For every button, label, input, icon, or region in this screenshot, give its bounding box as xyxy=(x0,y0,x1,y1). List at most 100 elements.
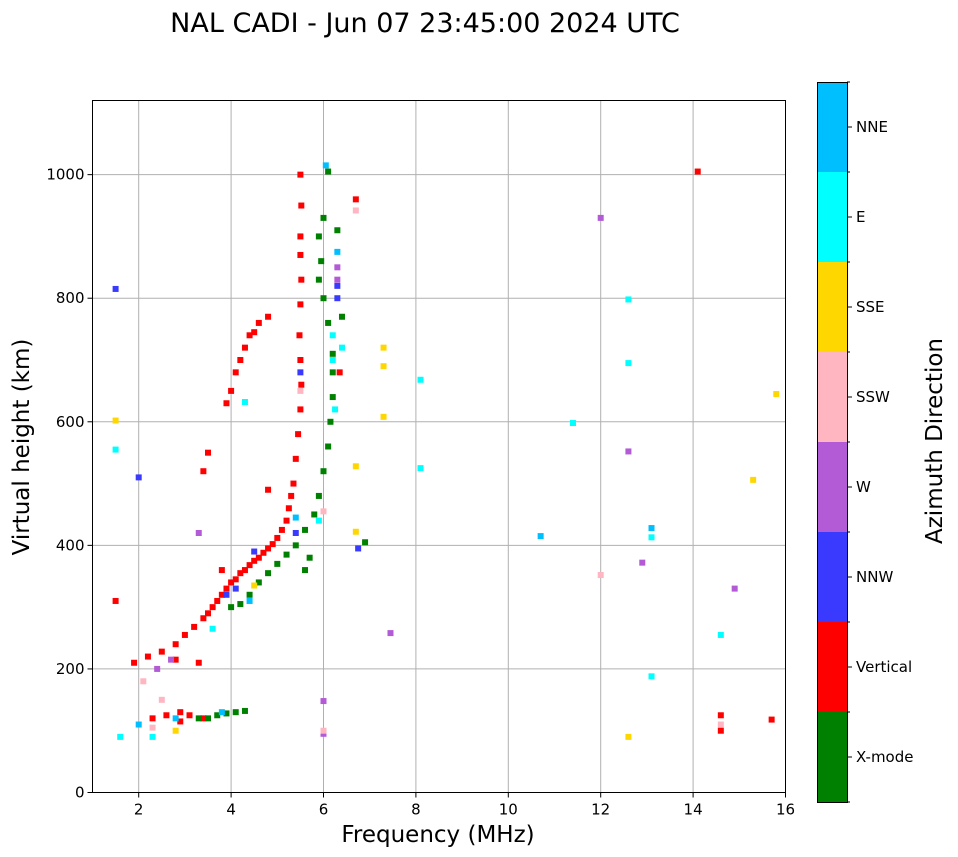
data-point-vertical xyxy=(163,712,170,719)
data-point-x-mode xyxy=(205,715,211,722)
data-point-x-mode xyxy=(292,542,299,549)
data-point-vertical xyxy=(274,534,281,541)
data-point-x-mode xyxy=(228,604,235,611)
data-point-w xyxy=(625,448,632,455)
data-point-vertical xyxy=(260,549,267,556)
data-point-vertical xyxy=(297,171,304,178)
colorbar-segment xyxy=(817,352,847,442)
data-point-e xyxy=(117,733,124,740)
data-points xyxy=(112,162,780,740)
colorbar-segment xyxy=(817,442,847,532)
data-point-ssw xyxy=(352,207,359,214)
y-tick-label: 600 xyxy=(56,413,85,431)
data-point-sse xyxy=(380,413,387,420)
colorbar-label-e: E xyxy=(856,208,865,226)
x-tick-label: 4 xyxy=(226,801,236,819)
data-point-vertical xyxy=(241,344,248,351)
data-point-ssw xyxy=(320,508,327,515)
data-point-vertical xyxy=(228,579,235,586)
data-point-nnw xyxy=(297,369,304,376)
data-point-vertical xyxy=(172,641,179,648)
data-point-vertical xyxy=(149,715,156,722)
data-point-w xyxy=(154,665,161,672)
chart-title: NAL CADI - Jun 07 23:45:00 2024 UTC xyxy=(170,8,680,39)
data-point-w xyxy=(320,730,327,737)
data-point-ssw xyxy=(140,678,147,685)
data-point-vertical xyxy=(200,468,207,475)
data-point-vertical xyxy=(255,319,262,326)
data-point-nne xyxy=(172,715,179,722)
data-point-e xyxy=(338,344,345,351)
x-tick-label: 8 xyxy=(411,801,421,819)
data-point-e xyxy=(149,733,156,740)
y-tick-label: 200 xyxy=(56,660,85,678)
data-point-nne xyxy=(537,533,544,540)
data-point-vertical xyxy=(131,659,138,666)
data-point-w xyxy=(731,585,738,592)
data-point-x-mode xyxy=(315,492,322,499)
data-point-vertical xyxy=(200,715,207,722)
data-point-x-mode xyxy=(302,567,309,574)
data-point-vertical xyxy=(288,492,295,499)
data-point-vertical xyxy=(297,251,304,258)
data-point-vertical xyxy=(232,576,239,583)
colorbar: X-mode Vertical NNW W SSW SSE E NNE xyxy=(817,81,913,803)
data-point-vertical xyxy=(177,718,184,725)
data-point-w xyxy=(320,698,327,705)
data-point-x-mode xyxy=(362,539,369,546)
data-point-sse xyxy=(380,363,387,370)
data-point-nne xyxy=(135,721,142,728)
colorbar-label-ssw: SSW xyxy=(856,388,890,406)
data-point-vertical xyxy=(768,716,775,723)
data-point-ssw xyxy=(297,387,304,394)
data-point-nnw xyxy=(112,285,119,292)
data-point-x-mode xyxy=(334,227,341,234)
data-point-vertical xyxy=(694,168,701,175)
data-point-vertical xyxy=(297,233,304,240)
data-point-w xyxy=(387,630,394,637)
x-tick-label: 2 xyxy=(134,801,144,819)
data-point-vertical xyxy=(352,196,359,203)
data-point-sse xyxy=(380,344,387,351)
data-point-w xyxy=(195,530,202,536)
colorbar-label: Azimuth Direction xyxy=(922,338,948,544)
data-point-x-mode xyxy=(283,551,290,558)
data-point-vertical xyxy=(295,431,302,438)
colorbar-label-nnw: NNW xyxy=(856,568,893,586)
data-point-vertical xyxy=(278,526,285,533)
data-point-vertical xyxy=(228,387,235,394)
data-point-vertical xyxy=(205,449,211,456)
data-point-e xyxy=(569,420,576,427)
data-point-vertical xyxy=(251,329,258,336)
data-point-vertical xyxy=(251,557,258,564)
data-point-sse xyxy=(352,463,359,470)
data-point-vertical xyxy=(717,712,724,719)
grid-lines xyxy=(92,100,786,793)
plot-frame xyxy=(92,100,786,793)
colorbar-label-x-mode: X-mode xyxy=(856,748,913,766)
y-tick-label: 1000 xyxy=(46,166,84,184)
data-point-vertical xyxy=(223,585,230,592)
data-point-e xyxy=(315,517,322,524)
data-point-x-mode xyxy=(329,394,336,401)
data-point-ssw xyxy=(717,721,724,728)
data-point-vertical xyxy=(172,656,179,663)
data-point-nnw xyxy=(292,530,299,536)
data-point-vertical xyxy=(191,623,198,630)
data-point-x-mode xyxy=(315,276,322,283)
data-point-nnw xyxy=(135,474,142,481)
data-point-nnw xyxy=(223,591,230,598)
data-point-e xyxy=(329,332,336,339)
data-point-vertical xyxy=(298,276,305,283)
data-point-x-mode xyxy=(315,233,322,240)
data-point-x-mode xyxy=(232,709,239,716)
data-point-e xyxy=(209,625,216,632)
axis-ticks: 2 4 6 8 10 12 14 16 0 200 400 600 800 1000 xyxy=(46,166,795,819)
data-point-w xyxy=(334,264,341,271)
data-point-w xyxy=(639,559,646,566)
data-point-e xyxy=(717,631,724,638)
colorbar-segment xyxy=(817,712,847,802)
data-point-sse xyxy=(112,417,119,424)
data-point-vertical xyxy=(246,332,253,339)
data-point-vertical xyxy=(290,480,297,487)
